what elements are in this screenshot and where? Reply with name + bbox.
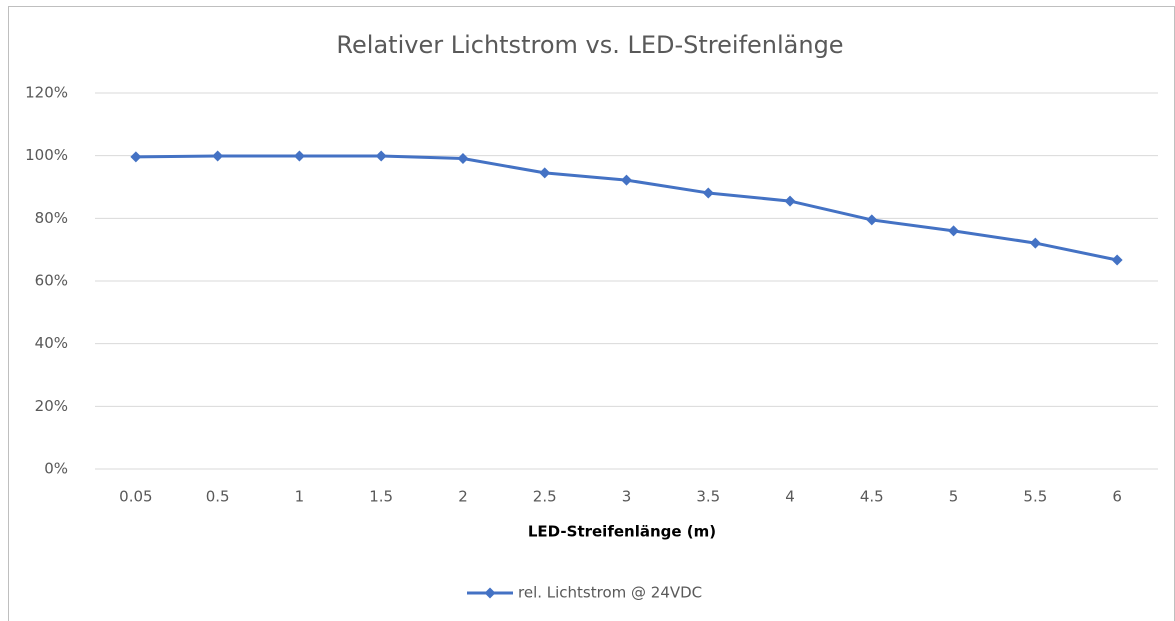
y-tick-label: 0% (44, 460, 68, 478)
marker (293, 150, 305, 162)
chart-border (8, 6, 1175, 621)
marker (457, 152, 469, 164)
legend-label: rel. Lichtstrom @ 24VDC (518, 584, 702, 602)
x-tick-label: 5.5 (1023, 488, 1047, 506)
chart-title: Relativer Lichtstrom vs. LED-Streifenlän… (336, 31, 843, 59)
y-tick-label: 120% (25, 84, 68, 102)
x-tick-label: 2 (458, 488, 468, 506)
x-tick-label: 5 (949, 488, 959, 506)
marker (866, 214, 878, 226)
x-tick-label: 0.5 (206, 488, 230, 506)
x-axis-label: LED-Streifenlänge (m) (528, 523, 716, 541)
y-tick-label: 80% (35, 209, 68, 227)
marker (212, 150, 224, 162)
x-tick-label: 4 (785, 488, 795, 506)
x-tick-label: 1 (295, 488, 305, 506)
y-tick-label: 40% (35, 334, 68, 352)
y-tick-label: 20% (35, 397, 68, 415)
x-tick-label: 6 (1112, 488, 1122, 506)
marker (784, 195, 796, 207)
y-tick-label: 60% (35, 272, 68, 290)
marker (130, 151, 142, 163)
marker (375, 150, 387, 162)
marker (621, 174, 632, 186)
x-tick-label: 3.5 (696, 488, 720, 506)
y-tick-label: 100% (25, 146, 68, 164)
marker (1111, 254, 1123, 266)
marker (539, 167, 551, 179)
marker (948, 225, 960, 237)
marker (1029, 237, 1041, 249)
x-tick-label: 1.5 (369, 488, 393, 506)
x-tick-label: 3 (622, 488, 632, 506)
x-tick-label: 4.5 (860, 488, 884, 506)
marker (702, 187, 714, 199)
x-tick-label: 2.5 (533, 488, 557, 506)
legend-marker (484, 587, 496, 599)
x-tick-label: 0.05 (119, 488, 152, 506)
